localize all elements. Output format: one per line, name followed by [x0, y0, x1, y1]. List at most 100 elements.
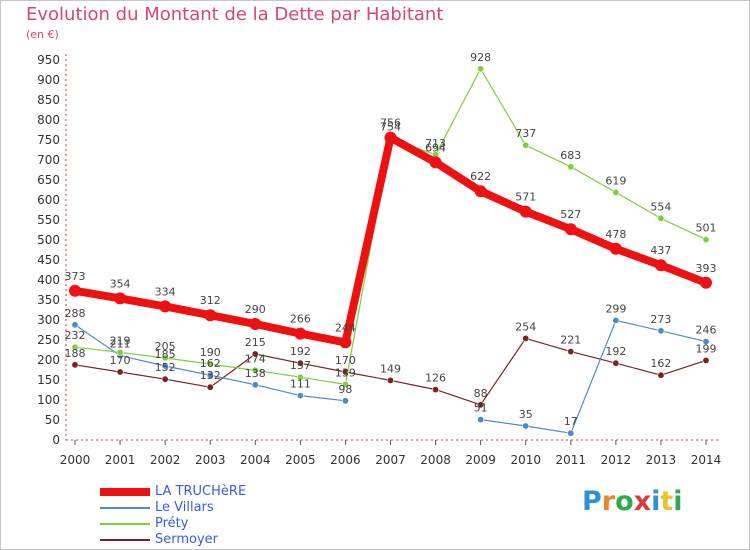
x-tick-label: 2004	[240, 453, 271, 467]
data-label: 373	[65, 270, 86, 283]
data-point	[700, 276, 712, 289]
x-tick-label: 2008	[420, 453, 451, 467]
data-label: 254	[515, 320, 536, 333]
data-point	[386, 376, 394, 384]
data-point	[249, 318, 262, 330]
data-point	[251, 350, 259, 358]
x-tick-label: 2003	[195, 453, 226, 467]
legend-swatch	[100, 507, 150, 509]
data-label: 756	[380, 117, 401, 130]
legend-label: Le Villars	[155, 500, 214, 515]
axes: 0 50 100 150 200 250 300 350 400 450 500 550 600 650 7…	[37, 53, 721, 467]
y-tick-label: 300	[37, 313, 60, 327]
legend-label: LA TRUCHèRE	[155, 484, 247, 499]
data-point	[206, 371, 214, 379]
data-point	[564, 223, 577, 236]
data-label: 694	[425, 141, 446, 154]
x-tick-label: 2005	[285, 453, 316, 467]
data-label: 17	[564, 415, 578, 428]
data-point	[477, 416, 485, 424]
data-label: 139	[335, 366, 356, 379]
data-point	[702, 338, 710, 346]
data-label: 35	[519, 408, 533, 421]
unit-label: (en €)	[26, 28, 59, 41]
data-label: 111	[290, 378, 311, 391]
data-label: 713	[425, 137, 446, 150]
legend-label: Préty	[155, 516, 189, 531]
data-point	[474, 185, 487, 198]
data-label: 244	[335, 321, 356, 334]
logo-letter: t	[660, 486, 674, 517]
logo-letter: P	[582, 486, 602, 517]
y-tick-label: 600	[37, 193, 60, 207]
data-point	[522, 334, 530, 342]
data-label: 478	[605, 228, 626, 241]
y-tick-label: 750	[37, 133, 60, 147]
legend-swatch	[100, 488, 150, 496]
y-tick-label: 850	[37, 93, 60, 107]
data-label: 170	[110, 354, 131, 367]
data-point	[71, 321, 79, 329]
y-tick-label: 100	[37, 393, 60, 407]
legend-label: Sermoyer	[155, 532, 219, 547]
data-point	[206, 360, 214, 368]
data-label: 152	[155, 361, 176, 374]
data-label: 162	[200, 357, 221, 370]
data-label: 288	[65, 307, 86, 320]
logo-letter: x	[633, 486, 652, 517]
data-label: 126	[425, 372, 446, 385]
data-point	[609, 242, 622, 255]
data-point	[657, 214, 665, 222]
data-point	[612, 359, 620, 367]
data-point	[477, 65, 485, 73]
data-point	[702, 236, 710, 244]
data-point	[339, 336, 352, 349]
logo-letter: i	[651, 486, 661, 517]
data-point	[296, 392, 304, 400]
data-label: 98	[338, 383, 352, 396]
data-label: 393	[696, 262, 717, 275]
data-label: 149	[380, 362, 401, 375]
data-label: 273	[650, 313, 671, 326]
data-point	[522, 422, 530, 430]
logo-letter: o	[615, 486, 634, 517]
logo-letter: i	[673, 486, 683, 517]
x-tick-label: 2006	[330, 453, 361, 467]
proxiti-logo: Proxiti	[582, 486, 683, 517]
series-pr-ty	[71, 65, 710, 388]
data-label: 299	[605, 302, 626, 315]
data-point	[71, 361, 79, 369]
y-tick-label: 450	[37, 253, 60, 267]
data-label: 211	[110, 338, 131, 351]
data-label: 205	[155, 340, 176, 353]
data-point	[294, 327, 307, 340]
x-tick-label: 2009	[465, 453, 496, 467]
data-label: 188	[65, 347, 86, 360]
x-tick-label: 2002	[150, 453, 181, 467]
data-point	[567, 348, 575, 356]
series-la-truch-re	[69, 131, 712, 349]
x-tick-label: 2011	[556, 453, 587, 467]
data-point	[432, 386, 440, 394]
data-label: 554	[650, 200, 671, 213]
data-point	[159, 300, 172, 313]
data-point	[204, 309, 217, 322]
y-tick-label: 800	[37, 113, 60, 127]
y-tick-label: 350	[37, 293, 60, 307]
data-label: 737	[515, 127, 536, 140]
data-point	[384, 131, 397, 144]
data-label: 162	[650, 357, 671, 370]
data-point	[116, 368, 124, 376]
data-label: 221	[560, 334, 581, 347]
data-label: 571	[515, 191, 536, 204]
data-point	[657, 327, 665, 335]
data-point	[341, 380, 349, 388]
x-tick-label: 2012	[601, 453, 632, 467]
y-tick-label: 150	[37, 373, 60, 387]
data-point	[69, 284, 81, 297]
data-label: 266	[290, 313, 311, 326]
data-label: 754	[380, 120, 401, 133]
series-line	[480, 319, 707, 434]
